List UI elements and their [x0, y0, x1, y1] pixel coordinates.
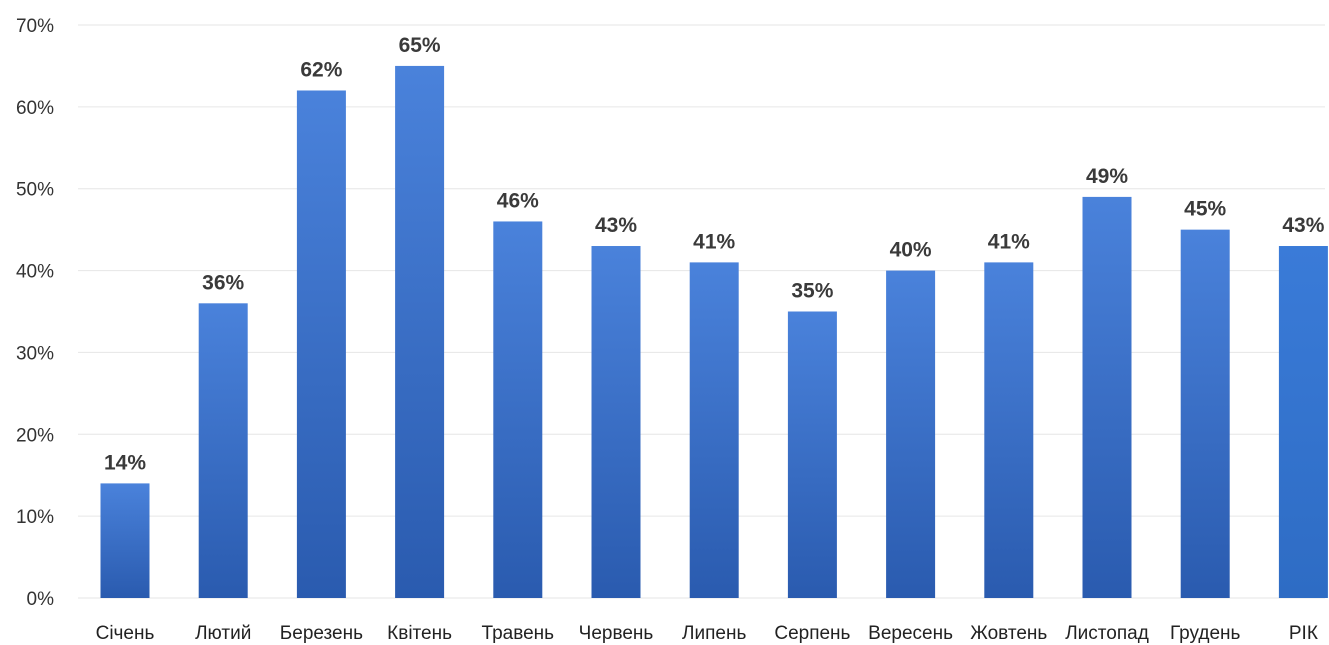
bar-6	[591, 246, 641, 598]
bar-4	[395, 65, 445, 598]
y-tick-label-10: 10%	[16, 507, 54, 528]
x-axis-category-labels: Січень Лютий Березень Квітень Травень Червень…	[96, 623, 1318, 644]
data-label-1: 14%	[104, 451, 146, 474]
category-label-12: Грудень	[1170, 623, 1241, 644]
category-label-8: Серпень	[774, 623, 850, 644]
category-label-5: Травень	[482, 623, 555, 644]
data-label-9: 40%	[890, 239, 932, 262]
data-label-10: 41%	[988, 230, 1030, 253]
category-label-10: Жовтень	[970, 623, 1047, 644]
data-label-2: 36%	[202, 271, 244, 294]
category-label-13: РІК	[1289, 623, 1318, 644]
category-label-7: Липень	[682, 623, 746, 644]
bar-8	[787, 311, 837, 598]
data-label-8: 35%	[791, 280, 833, 303]
y-tick-label-20: 20%	[16, 425, 54, 446]
category-label-1: Січень	[96, 623, 155, 644]
category-label-9: Вересень	[868, 623, 953, 644]
data-label-12: 45%	[1184, 198, 1226, 221]
data-label-3: 62%	[300, 58, 342, 81]
bar-1	[100, 483, 150, 598]
category-label-4: Квітень	[387, 623, 452, 644]
data-labels: 14% 36% 62% 65% 46% 43% 41% 35% 40% 41% 49% 45% 43%	[104, 34, 1325, 474]
y-tick-label-60: 60%	[16, 98, 54, 119]
data-label-4: 65%	[399, 34, 441, 57]
bar-5	[493, 221, 543, 598]
bar-13	[1278, 246, 1328, 598]
data-label-13: 43%	[1282, 214, 1324, 237]
bar-10	[984, 262, 1034, 598]
bar-9	[886, 270, 936, 598]
bar-3	[296, 90, 346, 598]
y-tick-label-0: 0%	[27, 589, 55, 610]
data-label-6: 43%	[595, 214, 637, 237]
bar-12	[1180, 229, 1230, 598]
data-label-7: 41%	[693, 230, 735, 253]
category-label-6: Червень	[579, 623, 654, 644]
category-label-11: Листопад	[1065, 623, 1149, 644]
bar-11	[1082, 196, 1132, 598]
y-tick-label-30: 30%	[16, 343, 54, 364]
y-tick-label-40: 40%	[16, 262, 54, 283]
bar-7	[689, 262, 739, 598]
bar-2	[198, 303, 248, 598]
y-tick-label-50: 50%	[16, 180, 54, 201]
y-tick-label-70: 70%	[16, 16, 54, 37]
y-axis-tick-labels: 0% 10% 20% 30% 40% 50% 60% 70%	[16, 16, 54, 610]
bars	[100, 65, 1328, 598]
category-label-3: Березень	[280, 623, 363, 644]
category-label-2: Лютий	[195, 623, 251, 644]
data-label-5: 46%	[497, 189, 539, 212]
data-label-11: 49%	[1086, 165, 1128, 188]
